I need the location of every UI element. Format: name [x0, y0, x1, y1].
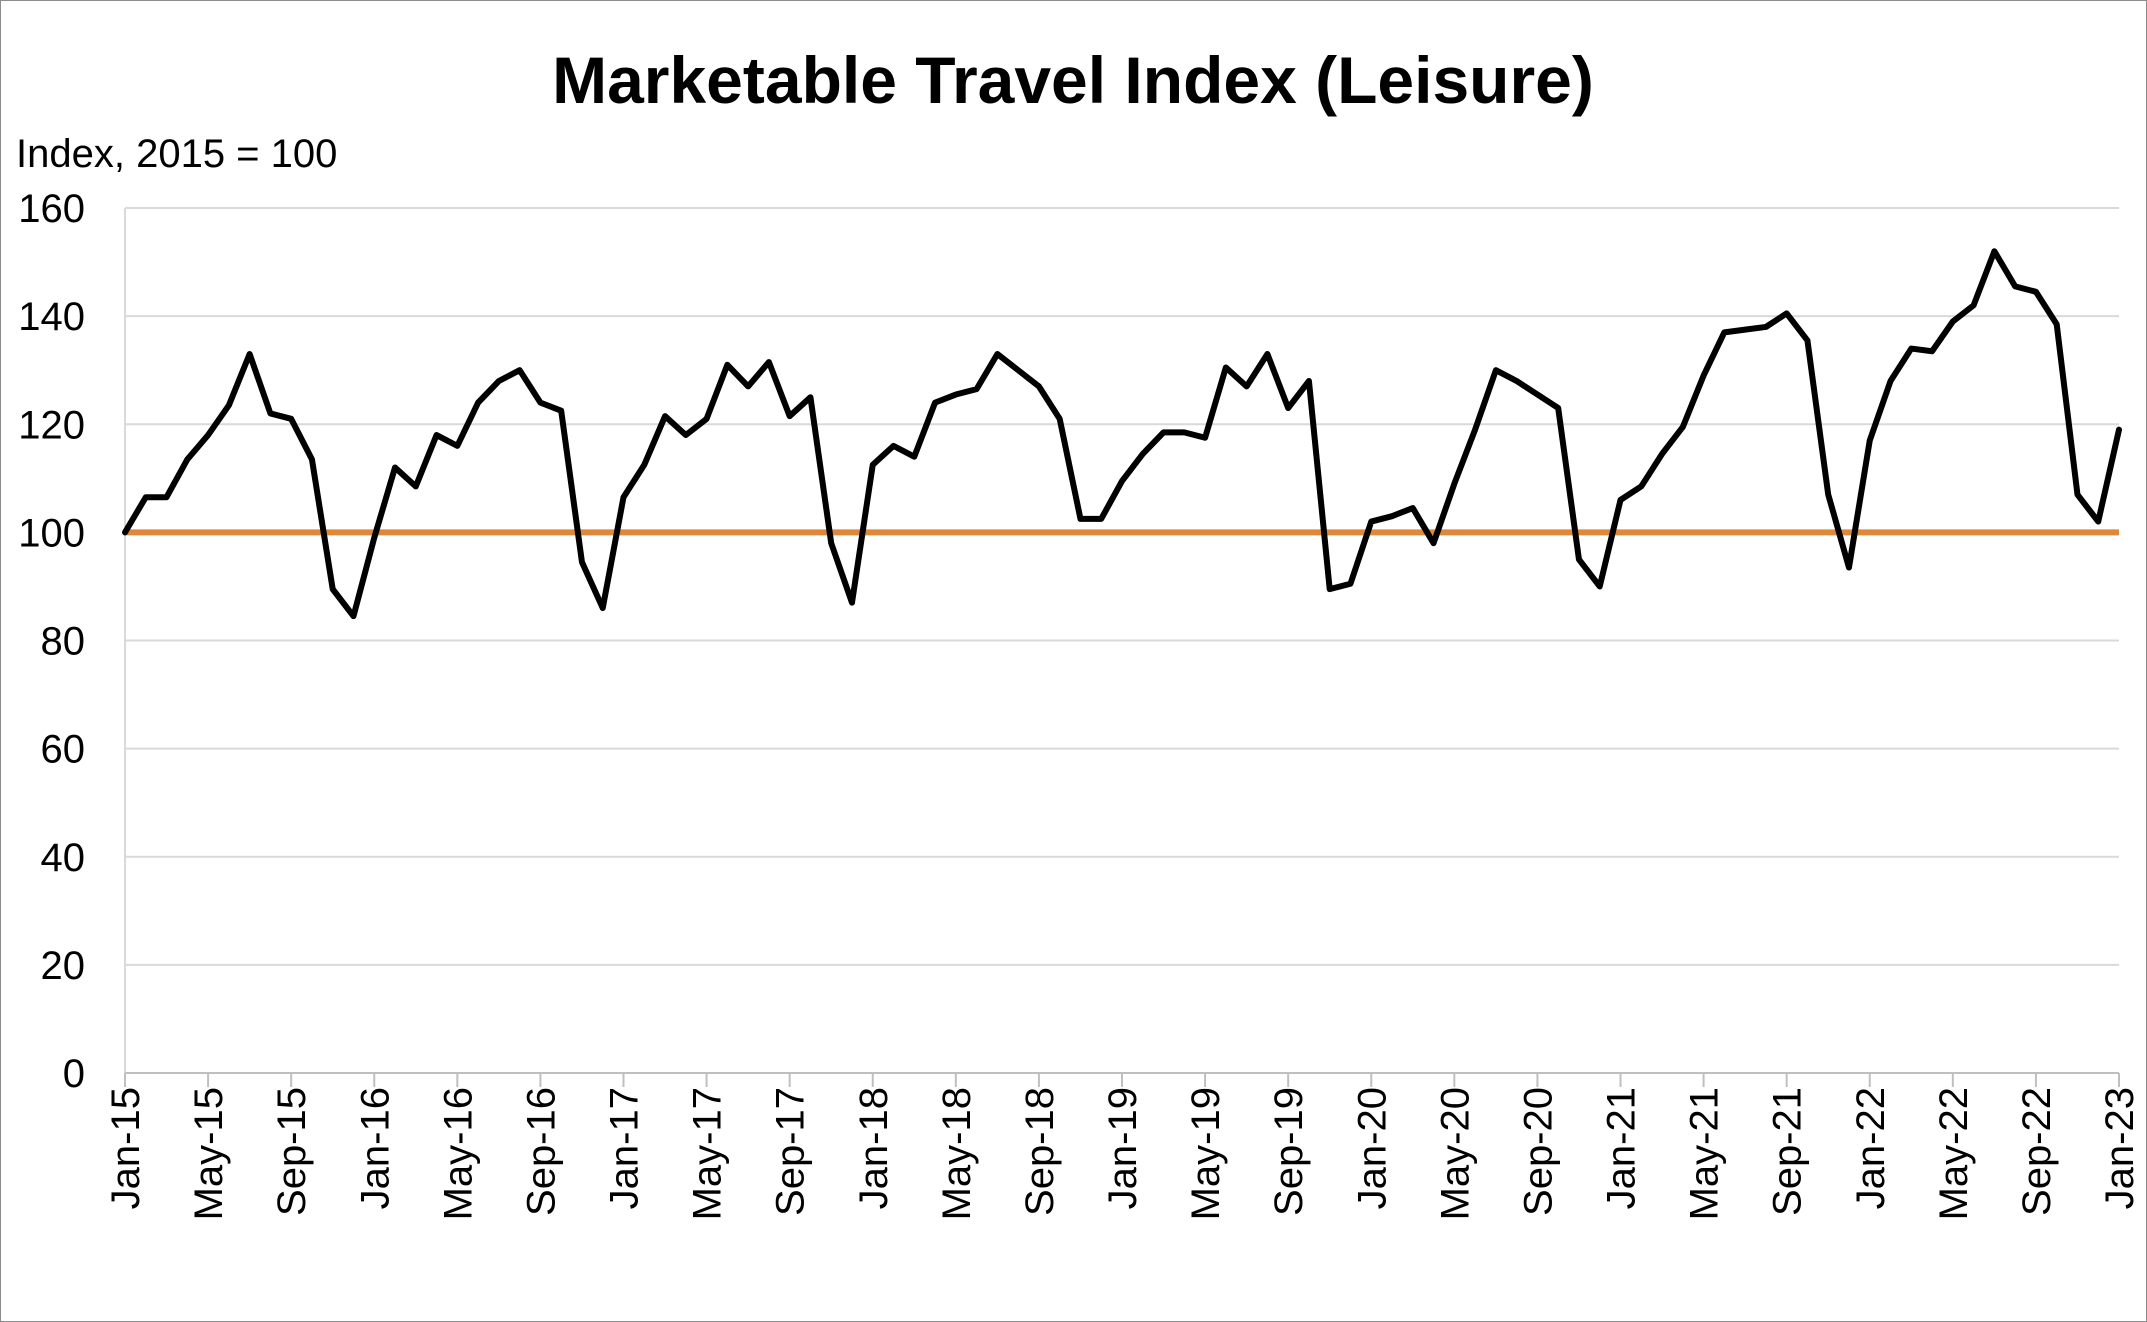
y-tick-label: 0 [63, 1052, 85, 1096]
y-tick-label: 80 [41, 620, 86, 664]
x-tick-label: Jan-18 [852, 1087, 896, 1209]
x-tick-label: May-16 [436, 1087, 480, 1220]
x-tick-label: Jan-17 [603, 1087, 647, 1209]
y-tick-label: 120 [18, 403, 85, 447]
x-tick-label: Jan-19 [1101, 1087, 1145, 1209]
axes [124, 208, 2120, 1087]
x-tick-label: Sep-19 [1267, 1087, 1311, 1216]
y-tick-label: 100 [18, 511, 85, 555]
x-tick-label: Sep-20 [1516, 1087, 1560, 1216]
x-tick-label: Jan-20 [1350, 1087, 1394, 1209]
x-tick-label: May-19 [1184, 1087, 1228, 1220]
x-tick-label: Sep-15 [270, 1087, 314, 1216]
y-tick-label: 140 [18, 295, 85, 339]
y-tick-labels: 0 20 40 60 80 100 120 140 160 [18, 187, 85, 1096]
x-tick-label: Sep-18 [1018, 1087, 1062, 1216]
x-tick-label: May-15 [187, 1087, 231, 1220]
x-tick-label: Sep-22 [2015, 1087, 2059, 1216]
y-tick-label: 60 [41, 728, 86, 772]
y-tick-label: 40 [41, 836, 86, 880]
x-tick-label: Jan-21 [1600, 1087, 1644, 1209]
x-tick-label: May-21 [1683, 1087, 1727, 1220]
series-line-leisure-index [122, 248, 2122, 620]
x-tick-label: Sep-16 [519, 1087, 563, 1216]
x-tick-label: Sep-17 [769, 1087, 813, 1216]
x-tick-label: May-17 [686, 1087, 730, 1220]
x-tick-label: May-18 [935, 1087, 979, 1220]
x-tick-label: Sep-21 [1766, 1087, 1810, 1216]
x-tick-label: Jan-16 [353, 1087, 397, 1209]
chart-title: Marketable Travel Index (Leisure) [552, 43, 1594, 117]
x-tick-label: Jan-15 [104, 1087, 148, 1209]
x-tick-labels: Jan-15 May-15 Sep-15 Jan-16 May-16 Sep-16 Jan-… [104, 1087, 2142, 1220]
series-layer [122, 248, 2122, 620]
gridlines [125, 207, 2119, 966]
y-axis-unit-label: Index, 2015 = 100 [16, 132, 337, 176]
x-tick-label: May-20 [1433, 1087, 1477, 1220]
y-tick-label: 160 [18, 187, 85, 231]
y-tick-label: 20 [41, 944, 86, 988]
x-tick-label: Jan-23 [2098, 1087, 2142, 1209]
x-tick-label: May-22 [1932, 1087, 1976, 1220]
x-tick-label: Jan-22 [1849, 1087, 1893, 1209]
